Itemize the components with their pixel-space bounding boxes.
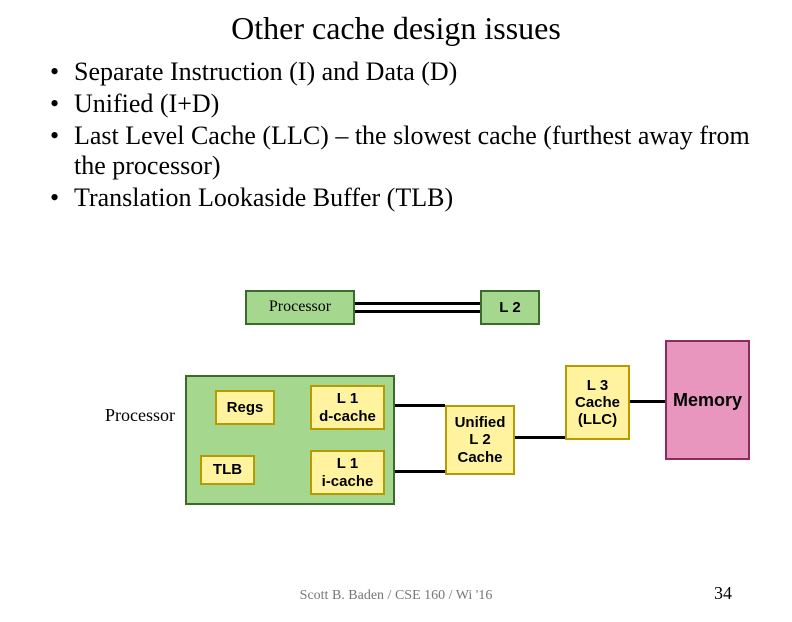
bullet-item: • Last Level Cache (LLC) – the slowest c… xyxy=(50,121,752,181)
top-l2-box: L 2 xyxy=(480,290,540,325)
bullet-list: • Separate Instruction (I) and Data (D) … xyxy=(50,57,752,213)
top-processor-box: Processor xyxy=(245,290,355,325)
bullet-text: Last Level Cache (LLC) – the slowest cac… xyxy=(74,121,752,181)
bullet-item: • Translation Lookaside Buffer (TLB) xyxy=(50,183,752,213)
l1-dcache-box: L 1 d-cache xyxy=(310,385,385,430)
regs-box: Regs xyxy=(215,390,275,425)
connector xyxy=(355,302,480,305)
processor-label: Processor xyxy=(105,405,175,426)
slide-footer: Scott B. Baden / CSE 160 / Wi '16 xyxy=(0,588,792,604)
l1-icache-box: L 1 i-cache xyxy=(310,450,385,495)
slide-title: Other cache design issues xyxy=(0,10,792,47)
bullet-text: Unified (I+D) xyxy=(74,89,219,119)
bullet-dot: • xyxy=(50,57,74,87)
page-number: 34 xyxy=(714,583,732,604)
bullet-text: Translation Lookaside Buffer (TLB) xyxy=(74,183,453,213)
connector xyxy=(630,400,665,403)
bullet-item: • Separate Instruction (I) and Data (D) xyxy=(50,57,752,87)
connector xyxy=(515,436,565,439)
bullet-dot: • xyxy=(50,183,74,213)
unified-l2-box: Unified L 2 Cache xyxy=(445,405,515,475)
connector xyxy=(355,310,480,313)
tlb-box: TLB xyxy=(200,455,255,485)
cache-diagram: Processor L 2 Regs TLB L 1 d-cache L 1 i-cach… xyxy=(0,290,792,550)
l3-llc-box: L 3 Cache (LLC) xyxy=(565,365,630,440)
bullet-dot: • xyxy=(50,89,74,119)
bullet-text: Separate Instruction (I) and Data (D) xyxy=(74,57,457,87)
memory-box: Memory xyxy=(665,340,750,460)
bullet-dot: • xyxy=(50,121,74,151)
bullet-item: • Unified (I+D) xyxy=(50,89,752,119)
